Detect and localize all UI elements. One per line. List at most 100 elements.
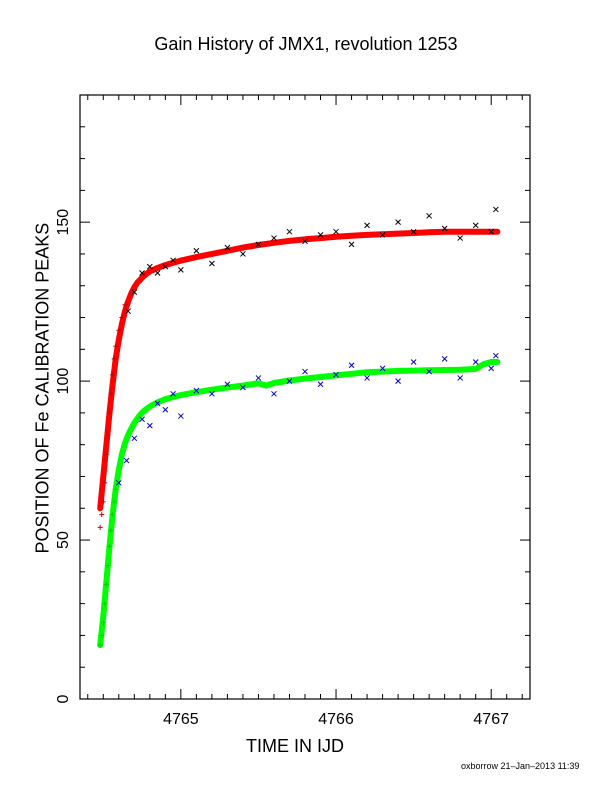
data-point [488,228,495,235]
data-point [108,391,114,397]
data-point [131,435,138,442]
ticks: 4765 4766 4767 0 50 100 150 [55,94,530,728]
data-point [317,232,324,238]
data-point [113,343,119,349]
plot-frame [79,94,531,700]
data-point [286,378,293,384]
data-point [119,315,125,321]
data-point [333,228,339,235]
data-point [457,375,464,381]
data-point [348,362,355,369]
data-point [105,432,111,438]
y-tick-label: 50 [55,531,72,549]
data-point [97,642,103,648]
data-point [426,368,432,375]
data-point [105,562,111,568]
data-point [111,499,117,505]
data-point [116,327,122,333]
x-tick-label: 4765 [163,711,199,728]
data-point [139,416,145,423]
data-point [255,241,262,248]
data-point [271,235,277,241]
data-point [102,601,108,607]
data-point [426,212,432,219]
y-tick-label-group: 150 [55,209,72,236]
data-point [110,512,116,518]
data-point [224,244,231,251]
y-tick-label: 100 [55,368,72,395]
data-point [178,413,184,419]
data-point [271,390,277,397]
y-tick-label-group: 0 [55,694,72,703]
data-point [255,375,262,381]
data-point [108,528,114,534]
data-point [302,368,308,375]
data-point [240,251,246,257]
fit-curve-line [97,359,501,648]
data-point [493,206,499,213]
data-point [441,225,448,232]
data-point [154,270,161,276]
data-point [111,356,117,362]
data-point [364,375,370,381]
data-point [493,352,499,359]
data-point [102,480,108,486]
fit-curve-line [97,228,501,512]
data-point [154,400,161,407]
data-point [162,406,169,413]
data-point [395,378,401,384]
axes [79,94,531,700]
y-tick-label: 0 [55,694,72,703]
data-point [113,486,119,492]
data-point [441,355,448,362]
plot-area [97,206,501,648]
data-point [100,620,106,626]
chart-title: Gain History of JMX1, revolution 1253 [154,34,458,54]
data-point [333,371,339,378]
data-point [209,260,215,267]
data-point [99,632,105,638]
data-point [193,247,200,254]
y-tick-label: 150 [55,209,72,236]
data-point [410,359,417,365]
data-point [162,263,169,270]
data-point [122,302,128,308]
data-point [115,479,122,486]
data-point [170,257,176,264]
data-point [348,241,355,248]
data-point [379,232,386,238]
data-point [488,365,495,372]
data-point [472,359,479,365]
data-point [457,235,464,241]
data-point [286,228,293,235]
data-point [395,219,401,226]
y-tick-label-group: 50 [55,531,72,549]
x-tick-label: 4766 [318,711,354,728]
data-point [193,387,200,394]
data-point [317,381,324,388]
data-point [472,222,479,229]
x-axis-label: TIME IN IJD [246,736,344,756]
data-point [364,222,370,229]
data-point [100,499,106,505]
data-point [99,512,105,518]
data-point [103,451,109,457]
data-point [106,410,112,416]
data-point [146,422,153,429]
data-point [178,266,184,273]
data-point [103,582,109,588]
data-point [410,228,417,235]
data-point [379,365,386,372]
data-point [224,381,231,388]
data-point [97,524,103,530]
data-point [139,270,145,276]
data-point [170,390,176,397]
data-point [125,308,131,315]
y-tick-label-group: 100 [55,368,72,395]
x-tick-label: 4767 [473,711,509,728]
data-point [146,263,153,270]
data-point [302,238,308,245]
footer-credit: oxborrow 21–Jan–2013 11:39 [461,761,580,771]
data-point [106,543,112,549]
